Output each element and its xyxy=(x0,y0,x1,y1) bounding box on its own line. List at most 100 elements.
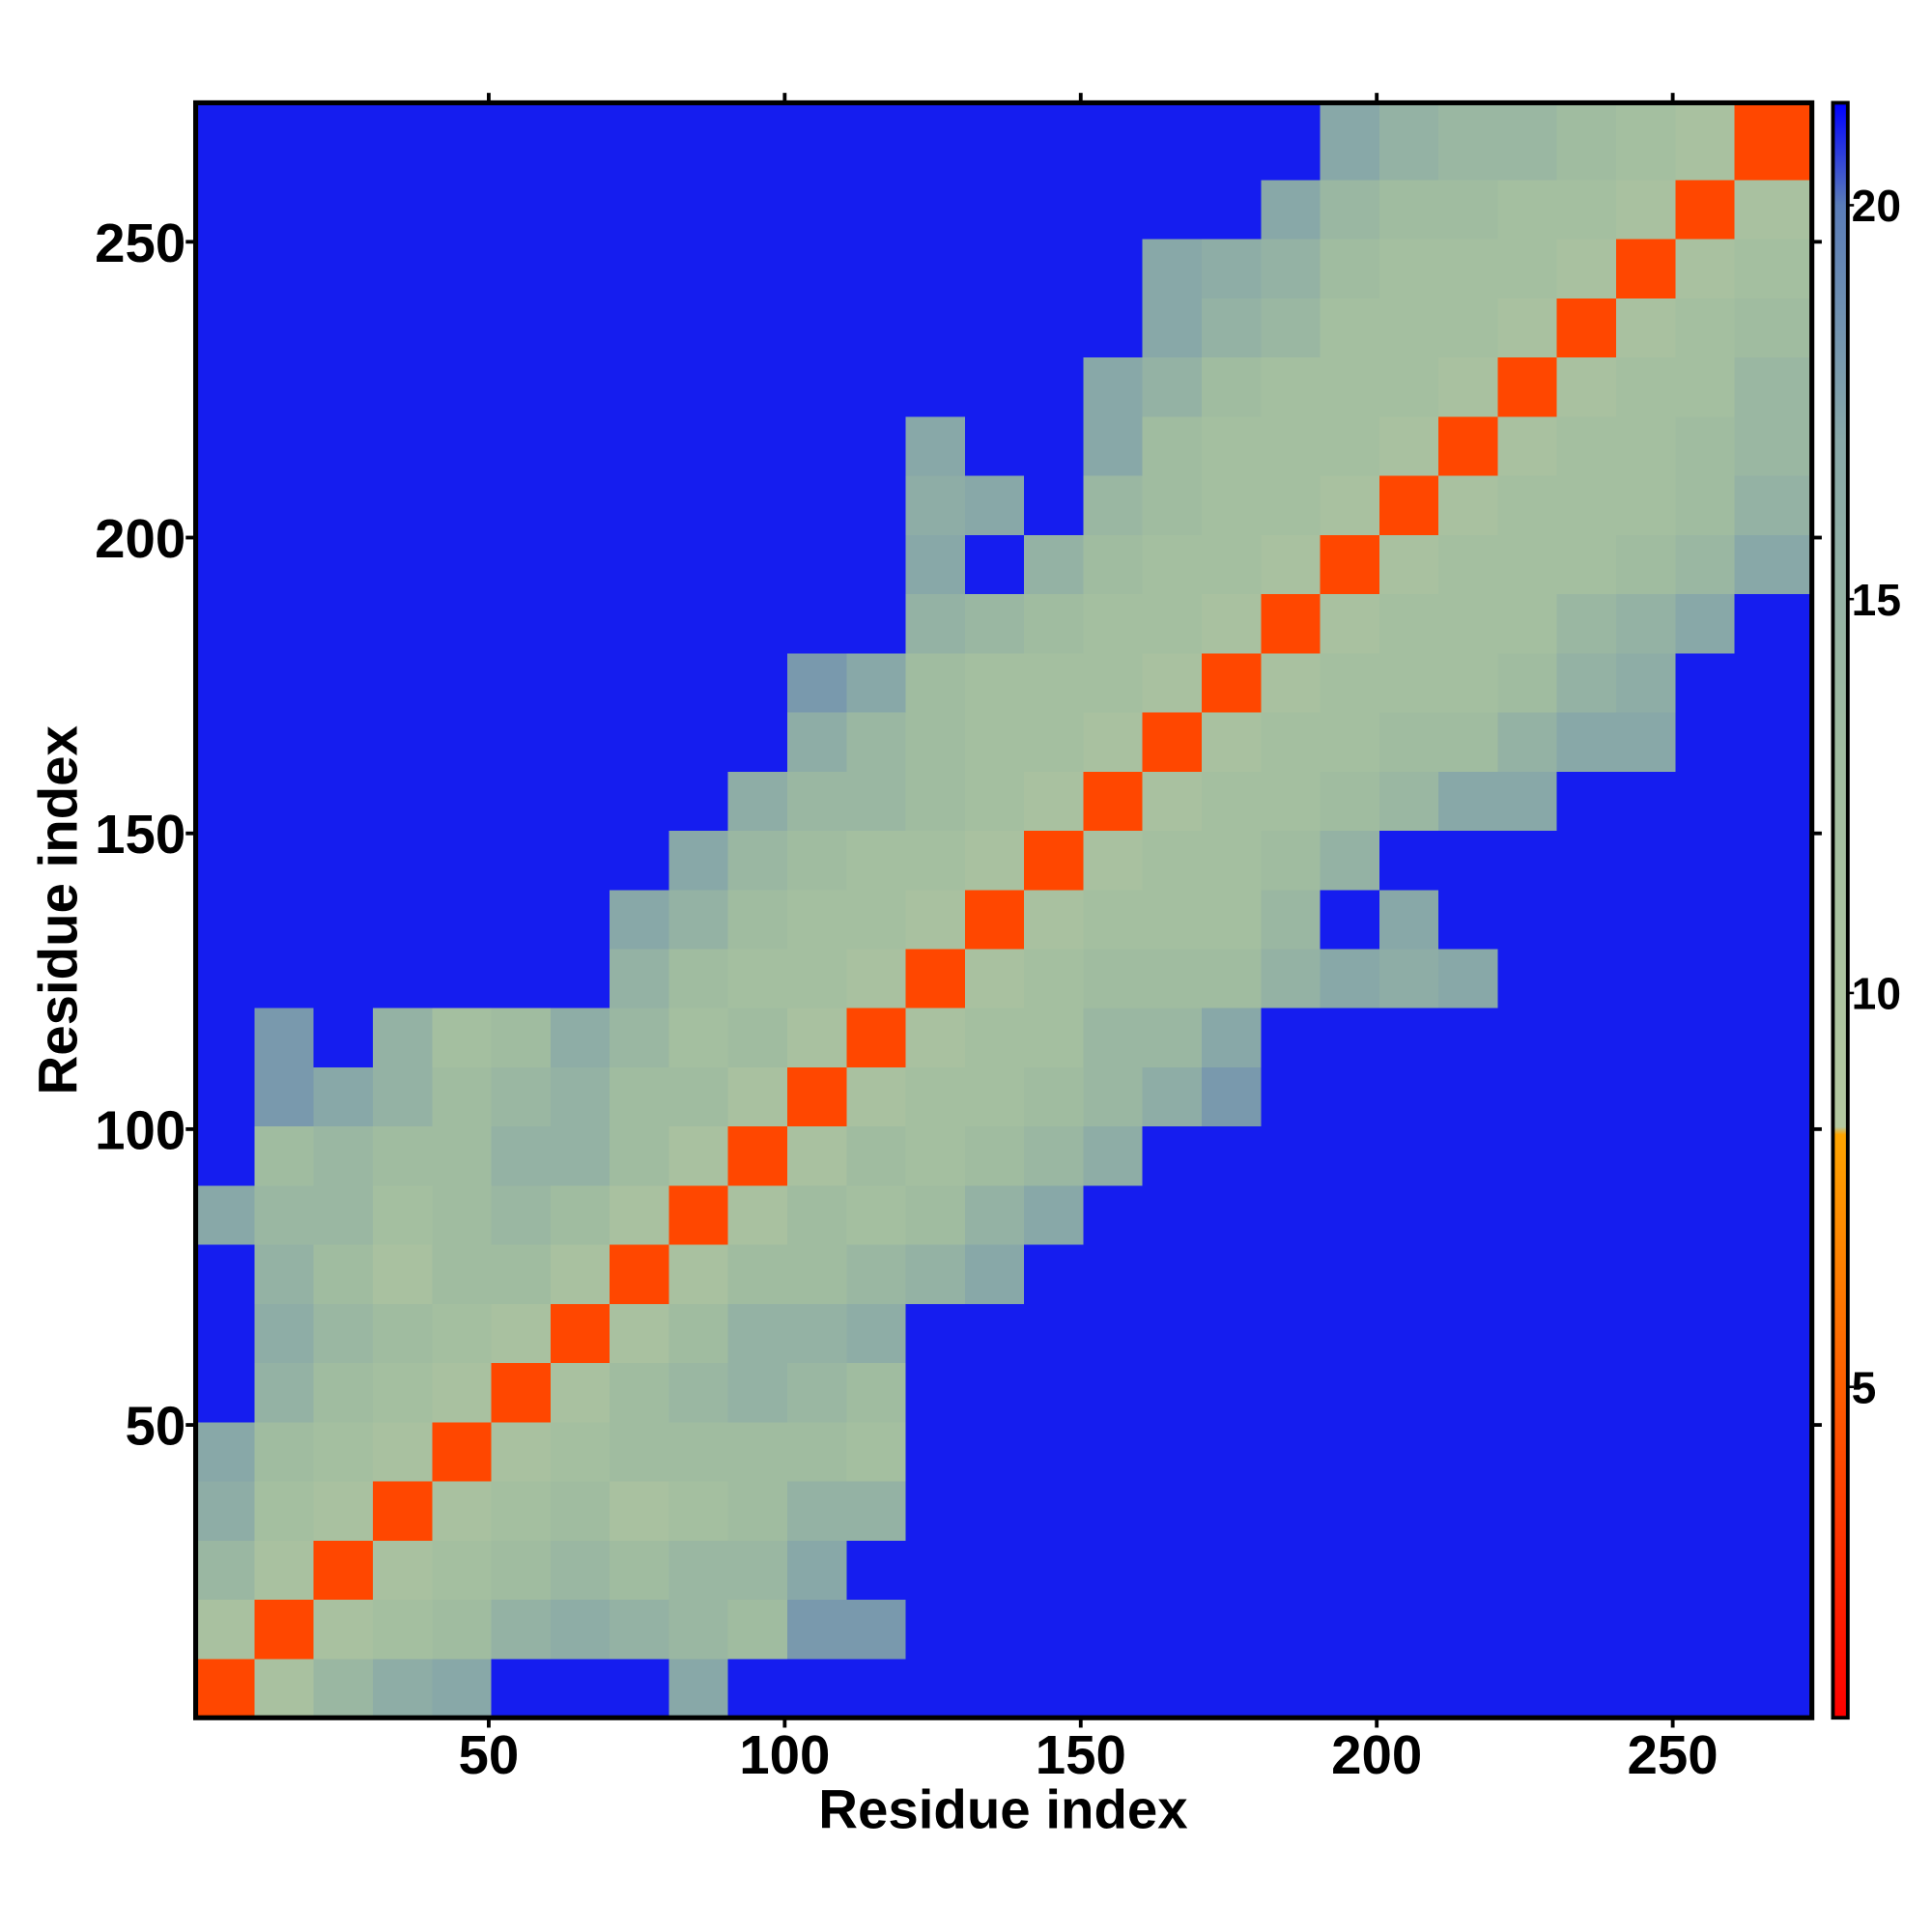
heatmap-cell xyxy=(1616,1480,1677,1541)
heatmap-cell xyxy=(254,948,315,1009)
heatmap-cell xyxy=(550,1599,611,1660)
heatmap-cell xyxy=(195,1540,256,1601)
heatmap-cell xyxy=(432,889,493,950)
heatmap-cell xyxy=(1024,711,1085,772)
heatmap-cell xyxy=(1675,771,1736,832)
heatmap-cell xyxy=(1261,179,1321,240)
heatmap-cell xyxy=(1024,1480,1085,1541)
heatmap-cell xyxy=(1616,415,1677,476)
heatmap-cell xyxy=(1378,179,1439,240)
heatmap-cell xyxy=(610,1007,670,1067)
heatmap-cell xyxy=(550,771,611,832)
heatmap-cell xyxy=(1616,771,1677,832)
heatmap-cell xyxy=(1202,1421,1263,1482)
heatmap-cell xyxy=(727,948,788,1009)
heatmap-cell xyxy=(195,711,256,772)
heatmap-cell xyxy=(1497,1125,1558,1186)
heatmap-cell xyxy=(787,474,848,535)
heatmap-cell xyxy=(313,593,374,654)
heatmap-cell xyxy=(432,1421,493,1482)
heatmap-cell xyxy=(846,356,907,417)
heatmap-cell xyxy=(1378,102,1439,181)
heatmap-cell xyxy=(373,1540,434,1601)
heatmap-cell xyxy=(432,1540,493,1601)
y-tick-label: 50 xyxy=(126,1396,186,1457)
heatmap-cell xyxy=(610,1362,670,1423)
heatmap-cell xyxy=(1556,1599,1617,1660)
heatmap-cell xyxy=(313,1243,374,1304)
heatmap-cell xyxy=(1083,1362,1144,1423)
heatmap-cell xyxy=(313,1007,374,1067)
heatmap-cell xyxy=(905,534,966,595)
heatmap-cell xyxy=(1083,593,1144,654)
heatmap-cell xyxy=(1378,1243,1439,1304)
heatmap-cell xyxy=(195,415,256,476)
heatmap-cell xyxy=(1142,102,1203,181)
heatmap-cell xyxy=(668,102,729,181)
heatmap-cell xyxy=(1261,1362,1321,1423)
heatmap-cell xyxy=(432,415,493,476)
heatmap-cell xyxy=(905,1007,966,1067)
heatmap-cell xyxy=(1320,1184,1380,1245)
y-tick-label: 150 xyxy=(95,804,185,865)
heatmap-cell xyxy=(254,102,315,181)
heatmap-cell xyxy=(1142,1007,1203,1067)
heatmap-cell xyxy=(964,415,1025,476)
heatmap-cell xyxy=(727,1362,788,1423)
heatmap-cell xyxy=(1142,1599,1203,1660)
heatmap-cell xyxy=(668,830,729,891)
heatmap-cell xyxy=(313,830,374,891)
heatmap-cell xyxy=(1675,356,1736,417)
heatmap-cell xyxy=(727,711,788,772)
heatmap-cell xyxy=(373,415,434,476)
heatmap-cell xyxy=(254,1540,315,1601)
heatmap-cell xyxy=(1142,1066,1203,1127)
heatmap-cell xyxy=(254,1658,315,1719)
heatmap-cell xyxy=(491,1007,552,1067)
heatmap-cell xyxy=(491,102,552,181)
heatmap-cell xyxy=(1320,356,1380,417)
heatmap-cell xyxy=(668,889,729,950)
heatmap-cell xyxy=(1261,298,1321,358)
heatmap-cell xyxy=(1675,1243,1736,1304)
heatmap-cell xyxy=(1261,711,1321,772)
heatmap-cell xyxy=(1616,1066,1677,1127)
heatmap-cell xyxy=(1261,1007,1321,1067)
heatmap-cell xyxy=(491,415,552,476)
heatmap-cell xyxy=(373,1480,434,1541)
heatmap-cell xyxy=(373,830,434,891)
heatmap-cell xyxy=(1320,179,1380,240)
heatmap-cell xyxy=(1675,1303,1736,1364)
heatmap-cell xyxy=(254,1007,315,1067)
heatmap-cell xyxy=(1438,102,1499,181)
heatmap-cell xyxy=(610,1599,670,1660)
heatmap-cell xyxy=(905,1540,966,1601)
heatmap-cell xyxy=(432,948,493,1009)
heatmap-cell xyxy=(905,1480,966,1541)
heatmap-cell xyxy=(727,298,788,358)
heatmap-cell xyxy=(1497,1599,1558,1660)
heatmap-cell xyxy=(1261,771,1321,832)
heatmap-cell xyxy=(1616,1007,1677,1067)
heatmap-cell xyxy=(964,1243,1025,1304)
heatmap-cell xyxy=(1083,1303,1144,1364)
heatmap-cell xyxy=(1556,652,1617,713)
heatmap-cell xyxy=(787,415,848,476)
y-tick-label: 200 xyxy=(95,508,185,569)
heatmap-cell xyxy=(964,102,1025,181)
heatmap-cell xyxy=(1616,1421,1677,1482)
heatmap-cell xyxy=(1024,415,1085,476)
heatmap-cell xyxy=(1497,889,1558,950)
heatmap-cell xyxy=(1556,356,1617,417)
heatmap-cell xyxy=(1556,298,1617,358)
heatmap-cell xyxy=(1261,1066,1321,1127)
colorbar-tick-label: 10 xyxy=(1852,969,1901,1019)
heatmap-cell xyxy=(610,1480,670,1541)
heatmap-cell xyxy=(787,1066,848,1127)
heatmap-cell xyxy=(1378,534,1439,595)
heatmap-cell xyxy=(491,1480,552,1541)
heatmap-cell xyxy=(1142,1480,1203,1541)
heatmap-cell xyxy=(491,1540,552,1601)
heatmap-cell xyxy=(1497,1362,1558,1423)
heatmap-cell xyxy=(668,1007,729,1067)
